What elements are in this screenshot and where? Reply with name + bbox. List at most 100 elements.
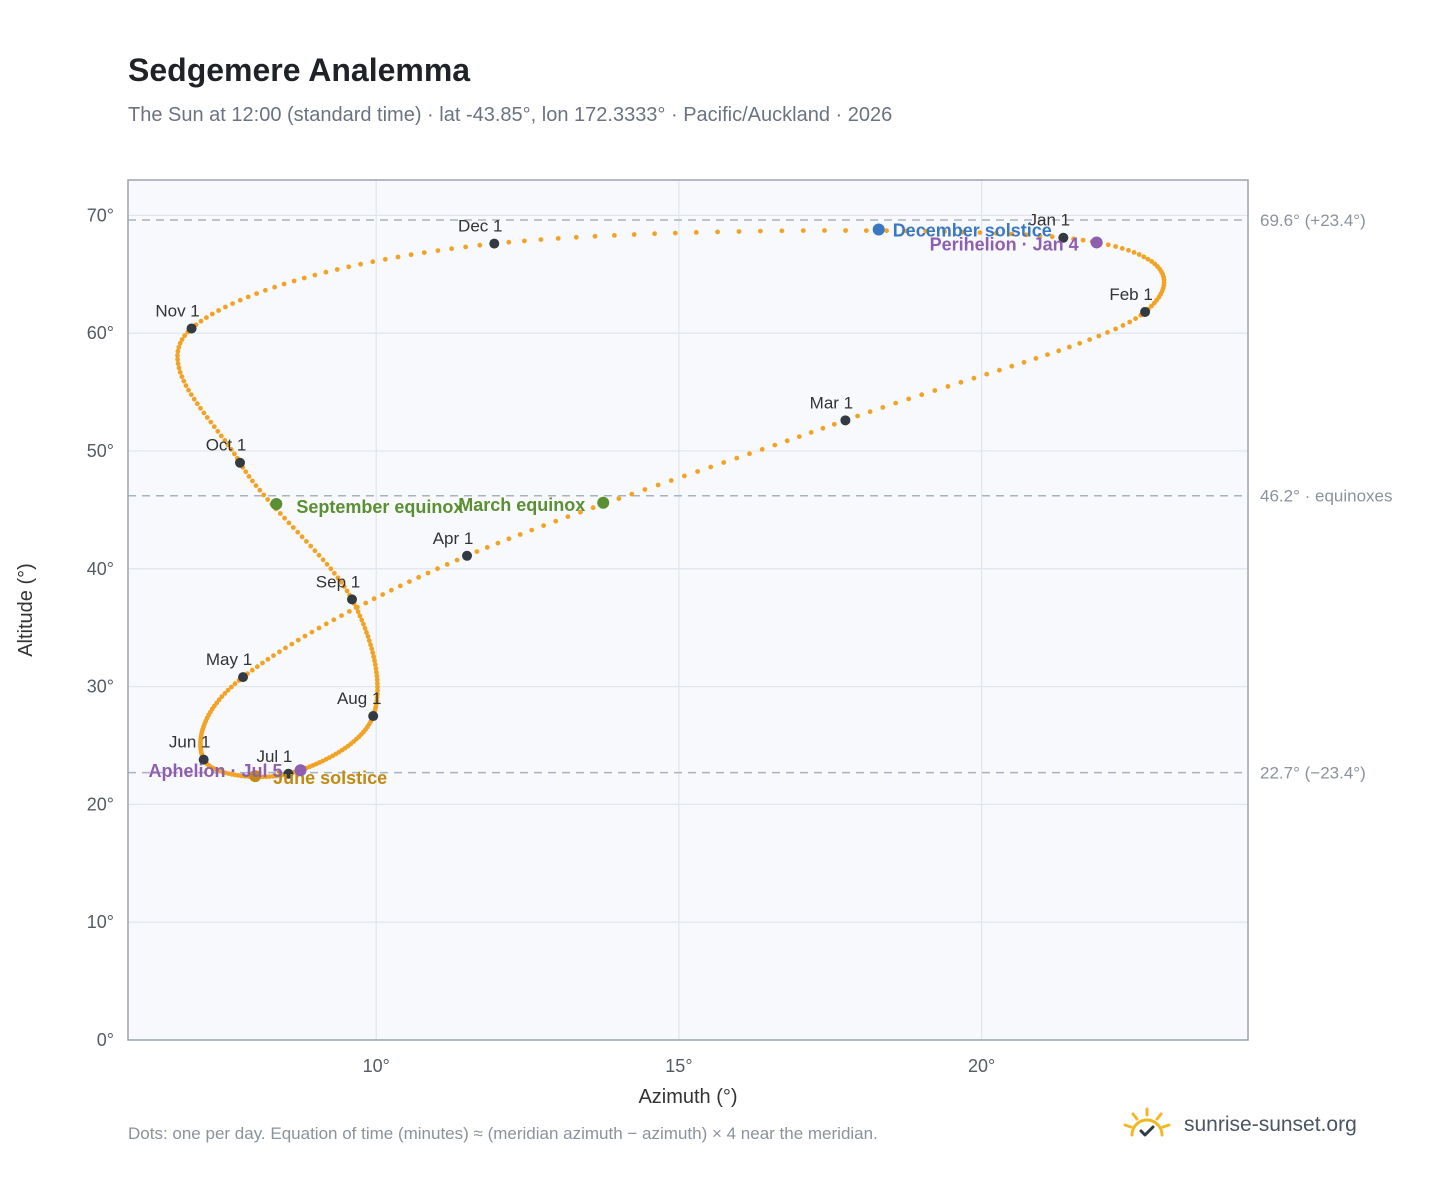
daily-sun-dot bbox=[631, 232, 637, 237]
daily-sun-dot bbox=[218, 433, 224, 439]
daily-sun-dot bbox=[734, 455, 740, 461]
daily-sun-dot bbox=[553, 518, 559, 524]
daily-sun-dot bbox=[375, 691, 380, 697]
daily-sun-dot bbox=[265, 497, 271, 502]
daily-sun-dot bbox=[1067, 344, 1072, 350]
daily-sun-dot bbox=[629, 491, 635, 497]
y-tick-label: 20° bbox=[87, 794, 114, 814]
daily-sun-dot bbox=[254, 291, 259, 296]
daily-sun-dot bbox=[353, 605, 359, 610]
daily-sun-dot bbox=[1136, 252, 1142, 257]
daily-sun-dot bbox=[176, 344, 182, 350]
daily-sun-dot bbox=[389, 587, 394, 593]
daily-sun-dot bbox=[408, 252, 414, 258]
month-marker bbox=[235, 457, 245, 468]
y-tick-label: 70° bbox=[87, 205, 114, 225]
y-tick-label: 30° bbox=[87, 677, 114, 697]
daily-sun-dot bbox=[272, 284, 277, 290]
event-marker bbox=[597, 496, 610, 509]
daily-sun-dot bbox=[1131, 250, 1137, 255]
daily-sun-dot bbox=[1009, 231, 1015, 237]
daily-sun-dot bbox=[612, 233, 617, 238]
daily-sun-dot bbox=[320, 557, 326, 563]
daily-sun-dot bbox=[616, 496, 622, 501]
daily-sun-dot bbox=[355, 609, 361, 615]
reference-label: 22.7° (−23.4°) bbox=[1260, 764, 1366, 783]
event-label: December solstice bbox=[893, 220, 1052, 240]
event-label: Perihelion · Jan 4 bbox=[930, 234, 1079, 254]
daily-sun-dot bbox=[668, 478, 674, 483]
daily-sun-dot bbox=[800, 228, 806, 234]
month-label: May 1 bbox=[206, 650, 252, 669]
daily-sun-dot bbox=[1149, 303, 1154, 309]
daily-sun-dot bbox=[175, 361, 181, 367]
daily-sun-dot bbox=[222, 691, 228, 696]
x-tick-label: 15° bbox=[665, 1056, 692, 1076]
daily-sun-dot bbox=[365, 634, 371, 639]
daily-sun-dot bbox=[223, 304, 228, 310]
x-axis-label: Azimuth (°) bbox=[638, 1086, 737, 1108]
month-marker bbox=[283, 768, 294, 779]
daily-sun-dot bbox=[1113, 326, 1118, 332]
daily-sun-dot bbox=[945, 384, 951, 389]
month-marker bbox=[238, 672, 249, 683]
daily-sun-dot bbox=[308, 543, 314, 549]
daily-sun-dot bbox=[1033, 356, 1039, 361]
daily-sun-dot bbox=[309, 629, 315, 635]
daily-sun-dot bbox=[506, 536, 512, 542]
daily-sun-dot bbox=[904, 228, 909, 234]
daily-sun-dot bbox=[198, 405, 203, 411]
daily-sun-dot bbox=[175, 348, 181, 354]
daily-sun-dot bbox=[592, 233, 598, 239]
daily-sun-dot bbox=[225, 442, 231, 448]
daily-sun-dot bbox=[222, 438, 228, 443]
daily-sun-dot bbox=[301, 275, 307, 281]
y-tick-label: 40° bbox=[87, 559, 114, 579]
daily-sun-dot bbox=[1133, 316, 1138, 321]
daily-sun-dot bbox=[375, 681, 380, 686]
daily-sun-dot bbox=[796, 434, 802, 439]
daily-sun-dot bbox=[344, 588, 350, 594]
daily-sun-dot bbox=[323, 269, 329, 275]
month-label: Jun 1 bbox=[169, 733, 211, 752]
y-tick-label: 0° bbox=[97, 1030, 114, 1050]
daily-sun-dot bbox=[736, 229, 742, 234]
daily-sun-dot bbox=[1071, 236, 1076, 242]
y-tick-label: 60° bbox=[87, 323, 114, 343]
axis-ticks: 10° 15° 20° 0° 10° 20° 30° 40° 50° 60° 70° bbox=[87, 205, 995, 1076]
daily-sun-dot bbox=[960, 229, 965, 235]
month-marker bbox=[347, 594, 357, 605]
daily-sun-dot bbox=[237, 297, 243, 303]
footnote: Dots: one per day. Equation of time (min… bbox=[128, 1124, 878, 1143]
daily-sun-dot bbox=[522, 238, 527, 244]
daily-sun-dot bbox=[364, 630, 369, 635]
daily-sun-dot bbox=[257, 487, 263, 493]
daily-sun-dot bbox=[281, 281, 287, 287]
daily-sun-dot bbox=[449, 246, 454, 252]
daily-sun-dot bbox=[186, 387, 191, 393]
daily-sun-dot bbox=[357, 613, 363, 619]
daily-sun-dot bbox=[302, 633, 308, 639]
daily-sun-dot bbox=[204, 415, 210, 420]
brand[interactable]: sunrise-sunset.org bbox=[1120, 1100, 1357, 1150]
daily-sun-dot bbox=[495, 540, 501, 546]
daily-sun-dot bbox=[304, 539, 309, 544]
daily-sun-dot bbox=[772, 442, 778, 448]
month-marker bbox=[489, 238, 500, 249]
month-label: Sep 1 bbox=[316, 572, 360, 591]
daily-sun-dot bbox=[843, 228, 848, 233]
daily-sun-dot bbox=[188, 392, 194, 397]
daily-sun-dot bbox=[363, 600, 369, 606]
daily-sun-dot bbox=[204, 315, 209, 320]
month-markers: Jan 1 Feb 1 Mar 1 Apr 1 May 1 Jun 1 Jul 1 Aug 1… bbox=[155, 211, 1153, 779]
daily-sun-dot bbox=[299, 534, 305, 540]
event-label: Aphelion · Jul 5 bbox=[149, 761, 283, 781]
page-subtitle: The Sun at 12:00 (standard time) · lat -… bbox=[128, 104, 893, 126]
daily-sun-dot bbox=[265, 656, 271, 662]
daily-sun-dot bbox=[655, 482, 661, 488]
daily-sun-dot bbox=[338, 579, 344, 585]
daily-sun-dot bbox=[291, 278, 297, 284]
daily-sun-dot bbox=[194, 401, 200, 407]
daily-sun-dot bbox=[229, 684, 234, 690]
